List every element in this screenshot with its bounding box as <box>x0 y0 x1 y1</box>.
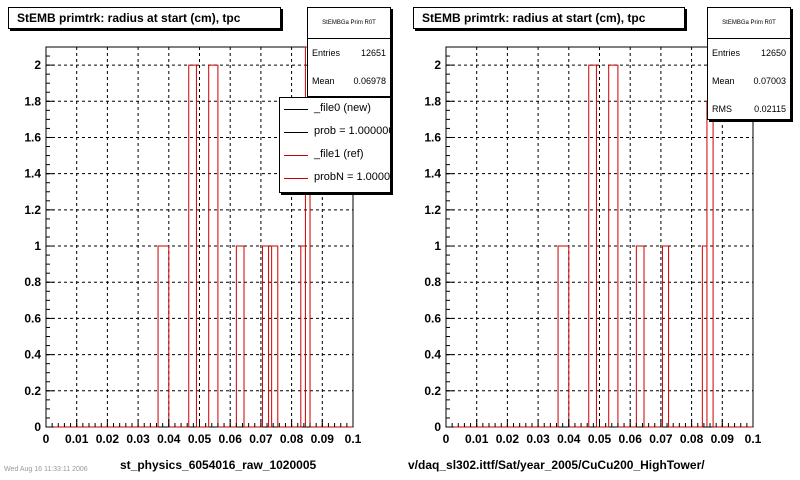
left-y-tick-label-5: 1 <box>34 239 41 253</box>
left-y-tick-label-3: 0.6 <box>24 311 41 325</box>
right-stats-rms-row: RMS 0.02115 <box>708 95 790 119</box>
left-x-tick-label-8: 0.08 <box>280 432 304 446</box>
right-histogram-bin-4 <box>662 246 668 427</box>
footer-left-filename: st_physics_6054016_raw_1020005 <box>120 458 317 472</box>
right-y-tick-label-1: 0.2 <box>424 384 441 398</box>
left-histogram-bin-5 <box>272 246 278 427</box>
left-y-tick-label-6: 1.2 <box>24 203 41 217</box>
right-y-tick-label-9: 1.8 <box>424 94 441 108</box>
right-histogram-series-0 <box>446 64 753 428</box>
right-x-tick-label-3: 0.03 <box>526 432 550 446</box>
legend-entry-file0: _file0 (new) <box>280 98 390 121</box>
left-stats-entries-value: 12651 <box>360 48 386 58</box>
left-stats-entries-label: Entries <box>312 48 341 58</box>
left-y-tick-label-9: 1.8 <box>24 94 41 108</box>
left-y-tick-label-4: 0.8 <box>24 275 41 289</box>
right-y-tick-label-2: 0.4 <box>424 348 441 362</box>
left-y-tick-label-10: 2 <box>34 58 41 72</box>
right-x-tick-label-2: 0.02 <box>496 432 520 446</box>
legend-line-file1 <box>284 155 308 156</box>
right-y-tick-label-10: 2 <box>434 58 441 72</box>
right-y-tick-label-8: 1.6 <box>424 130 441 144</box>
right-histogram-bin-5 <box>702 246 707 427</box>
left-y-tick-label-1: 0.2 <box>24 384 41 398</box>
right-y-tick-label-5: 1 <box>434 239 441 253</box>
left-y-tick-label-8: 1.6 <box>24 130 41 144</box>
right-stats-mean-row: Mean 0.07003 <box>708 67 790 95</box>
right-x-tick-label-7: 0.07 <box>649 432 673 446</box>
left-x-tick-label-1: 0.01 <box>65 432 89 446</box>
footer-right-path: v/daq_sl302.ittf/Sat/year_2005/CuCu200_H… <box>408 458 705 472</box>
left-x-tick-label-5: 0.05 <box>188 432 212 446</box>
legend-entry-probN: probN = 1.000000 <box>280 167 390 190</box>
left-x-tick-label-3: 0.03 <box>126 432 150 446</box>
left-stats-mean-label: Mean <box>312 76 335 86</box>
left-stats-mean-row: Mean 0.06978 <box>308 67 390 95</box>
right-histogram-title: StEMB primtrk: radius at start (cm), tpc <box>413 7 685 29</box>
right-stats-entries-row: Entries 12650 <box>708 39 790 67</box>
left-stats-name: StEMBGa Prim R0T <box>308 8 390 39</box>
legend-entry-prob: prob = 1.000000 <box>280 121 390 144</box>
left-stats-entries-row: Entries 12651 <box>308 39 390 67</box>
left-histogram-bin-4 <box>262 246 268 427</box>
left-x-tick-label-6: 0.06 <box>219 432 243 446</box>
right-x-tick-label-0: 0 <box>443 432 450 446</box>
right-histogram-bin-6 <box>707 101 713 427</box>
right-y-tick-label-6: 1.2 <box>424 203 441 217</box>
left-histogram-bin-6 <box>301 246 306 427</box>
left-x-tick-label-0: 0 <box>43 432 50 446</box>
left-x-tick-label-2: 0.02 <box>96 432 120 446</box>
right-stats-box: StEMBGa Prim R0T Entries 12650 Mean 0.07… <box>707 7 791 120</box>
right-y-tick-label-3: 0.6 <box>424 311 441 325</box>
left-histogram-bin-0 <box>158 246 169 427</box>
right-x-tick-label-5: 0.05 <box>588 432 612 446</box>
left-stats-box: StEMBGa Prim R0T Entries 12651 Mean 0.06… <box>307 7 391 97</box>
right-stats-rms-value: 0.02115 <box>754 104 786 114</box>
right-x-tick-label-4: 0.04 <box>557 432 581 446</box>
legend-entry-file1: _file1 (ref) <box>280 144 390 167</box>
right-x-tick-label-6: 0.06 <box>619 432 643 446</box>
right-x-tick-label-8: 0.08 <box>680 432 704 446</box>
legend-line-file0 <box>284 109 308 110</box>
right-y-tick-label-7: 1.4 <box>424 167 441 181</box>
right-stats-entries-value: 12650 <box>760 48 786 58</box>
left-y-tick-label-0: 0 <box>34 420 41 434</box>
left-histogram-bin-3 <box>236 246 244 427</box>
right-stats-entries-label: Entries <box>712 48 741 58</box>
left-y-tick-label-7: 1.4 <box>24 167 41 181</box>
left-y-tick-label-2: 0.4 <box>24 348 41 362</box>
left-x-tick-label-7: 0.07 <box>249 432 273 446</box>
right-histogram-bin-0 <box>558 246 569 427</box>
legend-label-probN: probN = 1.000000 <box>314 171 391 183</box>
right-stats-mean-value: 0.07003 <box>753 76 786 86</box>
legend-label-file1: _file1 (ref) <box>314 148 364 160</box>
right-stats-name: StEMBGa Prim R0T <box>708 8 790 39</box>
right-x-tick-label-9: 0.09 <box>711 432 735 446</box>
left-legend: _file0 (new) prob = 1.000000 _file1 (ref… <box>279 97 391 193</box>
right-histogram-bin-3 <box>636 246 644 427</box>
right-stats-rms-label: RMS <box>712 104 732 114</box>
legend-label-prob: prob = 1.000000 <box>314 125 391 137</box>
right-y-tick-label-4: 0.8 <box>424 275 441 289</box>
legend-line-prob <box>284 132 308 133</box>
right-stats-mean-label: Mean <box>712 76 735 86</box>
left-stats-mean-value: 0.06978 <box>353 76 386 86</box>
left-histogram-series-0 <box>46 46 353 428</box>
legend-label-file0: _file0 (new) <box>314 102 371 114</box>
left-x-tick-label-4: 0.04 <box>157 432 181 446</box>
right-y-tick-label-0: 0 <box>434 420 441 434</box>
right-x-tick-label-1: 0.01 <box>465 432 489 446</box>
left-x-tick-label-9: 0.09 <box>311 432 335 446</box>
right-x-tick-label-10: 0.1 <box>745 432 762 446</box>
left-histogram-title: StEMB primtrk: radius at start (cm), tpc <box>8 7 281 29</box>
left-x-tick-label-10: 0.1 <box>345 432 362 446</box>
footer-faint-timestamp: Wed Aug 16 11:33:11 2006 <box>4 466 88 473</box>
legend-line-probN <box>284 178 308 179</box>
